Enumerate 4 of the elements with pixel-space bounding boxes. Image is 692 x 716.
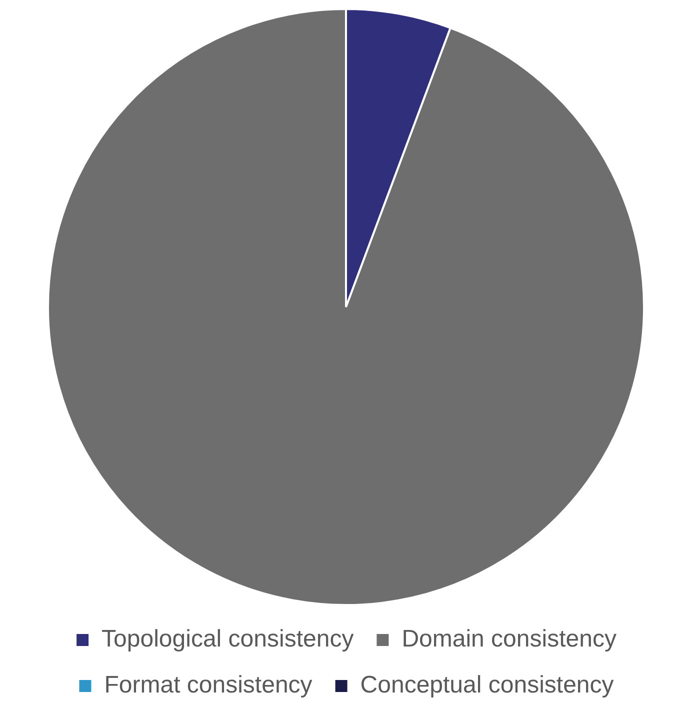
legend-label: Domain consistency: [402, 626, 616, 653]
legend-label: Format consistency: [104, 672, 312, 699]
legend-label: Conceptual consistency: [360, 672, 614, 699]
legend-label: Topological consistency: [102, 626, 354, 653]
